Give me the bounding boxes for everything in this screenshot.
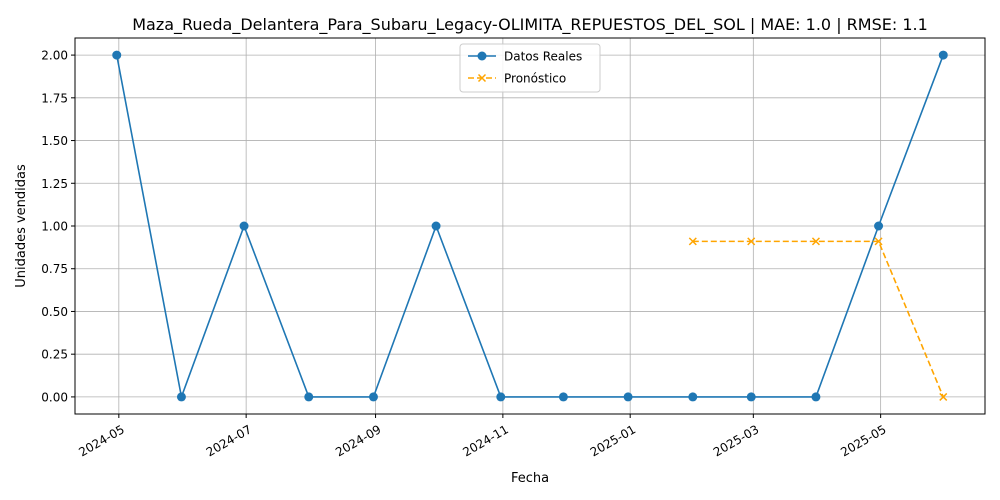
x-tick-label: 2024-11 [460, 422, 510, 459]
legend-label: Pronóstico [504, 72, 566, 86]
y-tick-label: 1.50 [41, 134, 68, 148]
chart-title: Maza_Rueda_Delantera_Para_Subaru_Legacy-… [132, 15, 928, 35]
legend: Datos Reales Pronóstico [459, 43, 601, 93]
data-point [874, 237, 883, 246]
y-axis: 0.00 0.25 0.50 0.75 1.00 1.25 1.50 1.75 2.00 [41, 49, 75, 404]
data-point [938, 50, 948, 60]
data-point [496, 392, 506, 402]
series-forecast [688, 237, 948, 401]
x-tick-label: 2024-05 [76, 422, 126, 459]
data-point [176, 392, 186, 402]
x-tick-label: 2025-03 [711, 422, 761, 459]
y-tick-label: 1.75 [41, 91, 68, 105]
series-layer [112, 50, 948, 402]
data-point [811, 237, 820, 246]
x-axis: 2024-05 2024-07 2024-09 2024-11 2025-01 2025-… [76, 414, 889, 459]
x-axis-label: Fecha [511, 471, 549, 486]
data-point [939, 392, 948, 401]
y-axis-label: Unidades vendidas [14, 164, 29, 288]
data-point [431, 221, 441, 231]
y-tick-label: 1.00 [41, 220, 68, 234]
y-tick-label: 2.00 [41, 49, 68, 63]
y-tick-label: 1.25 [41, 177, 68, 191]
grid-lines [75, 38, 985, 414]
data-point [874, 221, 884, 231]
data-point [368, 392, 378, 402]
x-tick-label: 2025-01 [588, 422, 638, 459]
data-point [477, 73, 487, 83]
y-tick-label: 0.00 [41, 390, 68, 404]
series-line [115, 54, 945, 400]
data-point [558, 392, 568, 402]
data-point [688, 392, 698, 402]
legend-entry: Datos Reales [468, 50, 582, 64]
data-point [811, 392, 821, 402]
x-tick-label: 2024-07 [204, 422, 254, 459]
x-tick-label: 2024-09 [333, 422, 383, 459]
y-tick-label: 0.75 [41, 262, 68, 276]
data-point [623, 392, 633, 402]
y-tick-label: 0.50 [41, 305, 68, 319]
data-point [747, 237, 756, 246]
data-point [239, 221, 249, 231]
data-point [112, 50, 122, 60]
data-point [688, 237, 697, 246]
data-point [477, 51, 487, 61]
x-tick-label: 2025-05 [838, 422, 888, 459]
legend-label: Datos Reales [504, 50, 582, 64]
series-actual [112, 50, 948, 402]
data-point [304, 392, 314, 402]
series-line [692, 240, 944, 398]
legend-entry: Pronóstico [468, 72, 566, 86]
y-tick-label: 0.25 [41, 348, 68, 362]
data-point [746, 392, 756, 402]
